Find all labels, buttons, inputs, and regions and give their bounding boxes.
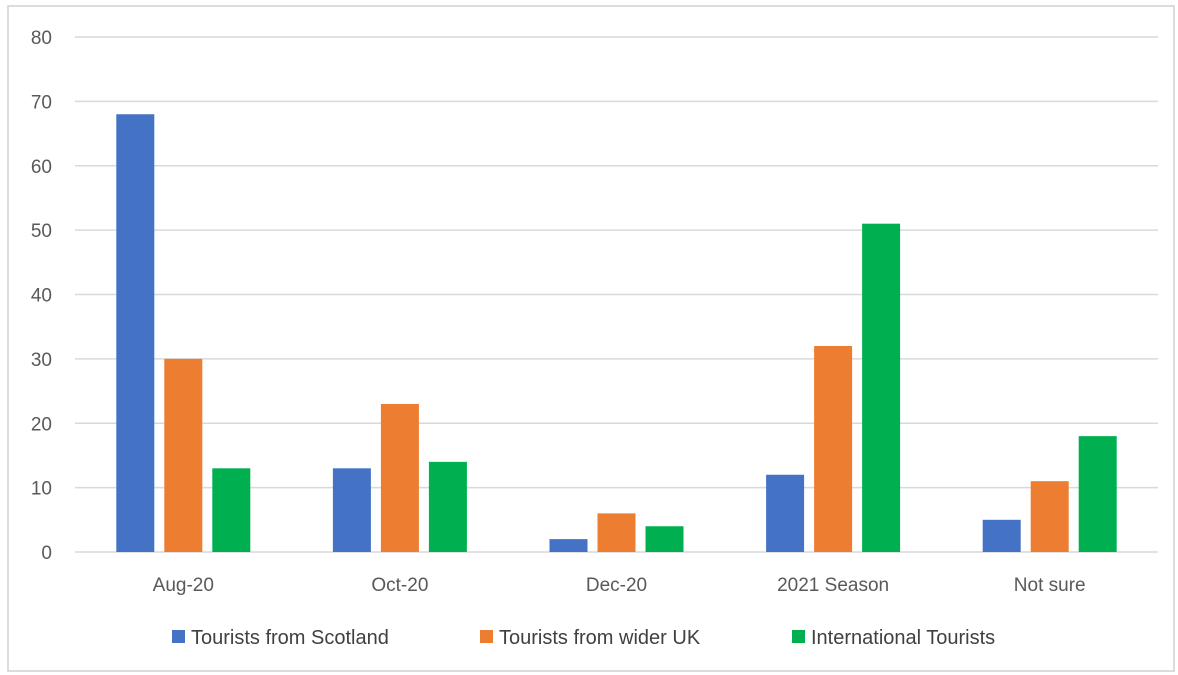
bar-dec-20-international-tourists bbox=[645, 526, 684, 552]
y-tick-label: 10 bbox=[31, 479, 52, 500]
y-tick-label: 50 bbox=[31, 221, 52, 242]
legend-swatch bbox=[480, 630, 493, 643]
bar-dec-20-tourists-from-wider-uk bbox=[597, 513, 636, 552]
bar-2021-season-tourists-from-scotland bbox=[766, 474, 805, 552]
bar-dec-20-tourists-from-scotland bbox=[549, 539, 588, 552]
y-tick-label: 40 bbox=[31, 286, 52, 307]
legend-label: Tourists from Scotland bbox=[191, 627, 389, 649]
bar-2021-season-tourists-from-wider-uk bbox=[814, 346, 853, 552]
bars bbox=[116, 114, 1117, 552]
legend-swatch bbox=[792, 630, 805, 643]
chart-frame bbox=[7, 5, 1175, 672]
y-tick-label: 80 bbox=[31, 28, 52, 49]
y-tick-label: 0 bbox=[41, 543, 52, 564]
legend: Tourists from Scotland Tourists from wide… bbox=[172, 627, 995, 649]
y-axis-labels: 0 10 20 30 40 50 60 70 80 bbox=[31, 28, 52, 564]
x-tick-label: 2021 Season bbox=[777, 575, 889, 596]
y-tick-label: 20 bbox=[31, 414, 52, 435]
bar-2021-season-international-tourists bbox=[862, 223, 901, 552]
bar-not-sure-tourists-from-wider-uk bbox=[1030, 481, 1069, 552]
x-tick-label: Oct-20 bbox=[371, 575, 428, 596]
bar-oct-20-tourists-from-scotland bbox=[332, 468, 371, 552]
legend-swatch bbox=[172, 630, 185, 643]
bar-aug-20-international-tourists bbox=[212, 468, 251, 552]
grid-lines bbox=[75, 36, 1158, 553]
y-tick-label: 70 bbox=[31, 92, 52, 113]
bar-not-sure-international-tourists bbox=[1078, 436, 1117, 552]
legend-label: Tourists from wider UK bbox=[499, 627, 701, 649]
legend-label: International Tourists bbox=[811, 627, 995, 649]
x-tick-label: Dec-20 bbox=[586, 575, 647, 596]
bar-aug-20-tourists-from-wider-uk bbox=[164, 358, 203, 552]
bar-not-sure-tourists-from-scotland bbox=[982, 519, 1021, 552]
y-tick-label: 60 bbox=[31, 157, 52, 178]
y-tick-label: 30 bbox=[31, 350, 52, 371]
bar-aug-20-tourists-from-scotland bbox=[116, 114, 155, 552]
x-axis-labels: Aug-20 Oct-20 Dec-20 2021 Season Not sure bbox=[153, 575, 1086, 596]
x-tick-label: Aug-20 bbox=[153, 575, 214, 596]
x-tick-label: Not sure bbox=[1014, 575, 1086, 596]
bar-oct-20-tourists-from-wider-uk bbox=[380, 403, 419, 552]
bar-oct-20-international-tourists bbox=[428, 461, 467, 552]
